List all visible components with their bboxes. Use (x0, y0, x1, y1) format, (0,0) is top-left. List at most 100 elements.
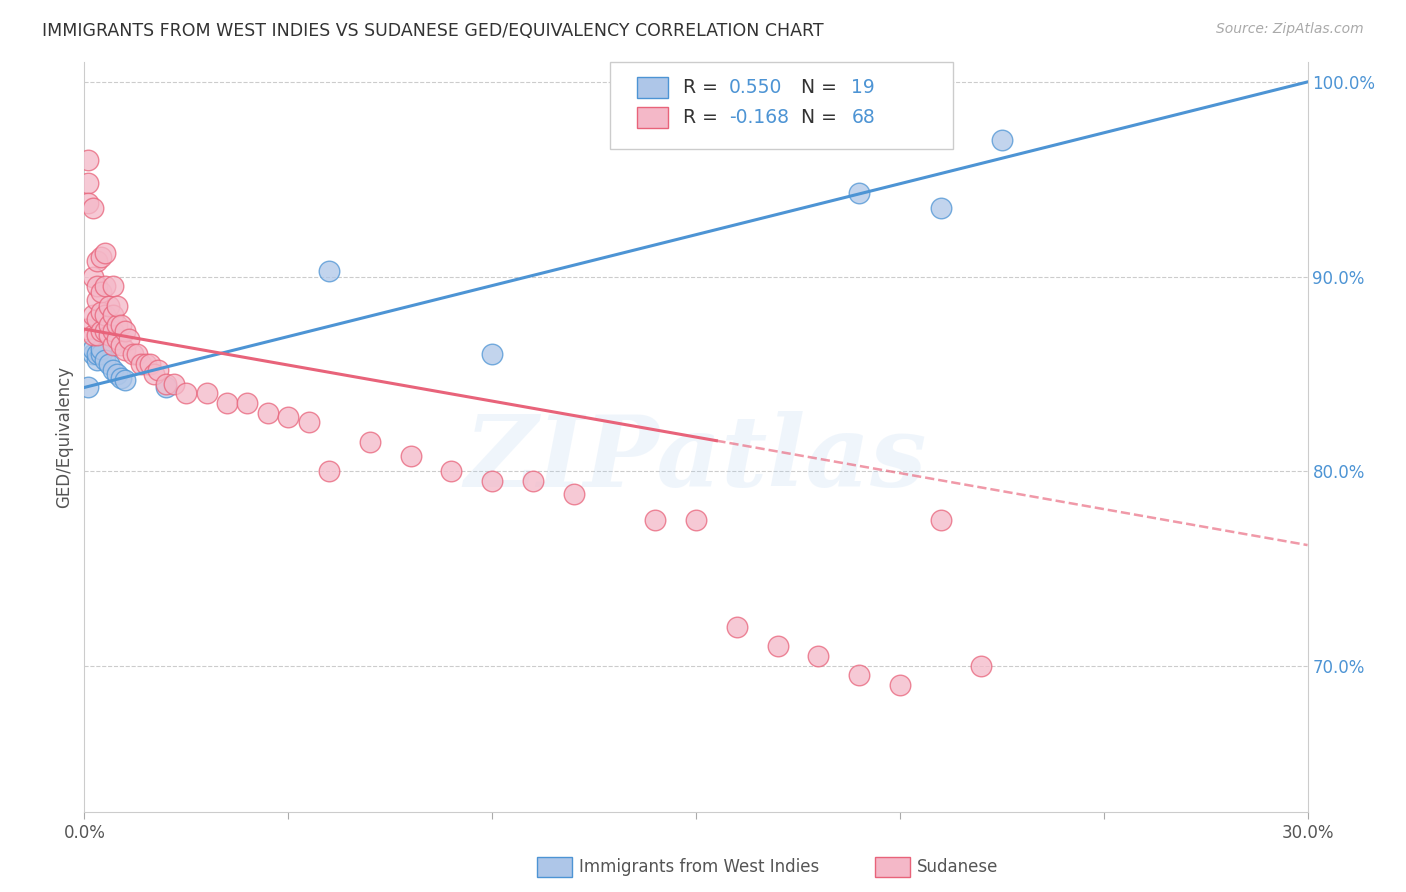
Point (991, 133, 1014, 147)
Point (97, 318, 120, 333)
Point (86, 279, 108, 293)
Text: Source: ZipAtlas.com: Source: ZipAtlas.com (1216, 22, 1364, 37)
Point (82, 327, 104, 342)
Point (93, 353, 115, 368)
Point (848, 668, 870, 682)
Point (110, 370, 132, 384)
Point (766, 640, 789, 654)
Point (110, 318, 132, 333)
Point (122, 347, 145, 361)
Point (155, 380, 177, 394)
Point (155, 376, 177, 391)
Point (93, 279, 115, 293)
Point (929, 513, 952, 527)
Point (236, 396, 259, 410)
Point (114, 324, 136, 338)
Point (217, 396, 239, 410)
Point (105, 332, 128, 346)
Text: N =: N = (783, 78, 842, 96)
Point (127, 347, 149, 361)
Point (90, 304, 112, 318)
Point (399, 449, 422, 463)
Point (97, 299, 120, 313)
Point (97, 357, 120, 371)
Point (90, 324, 112, 338)
Point (77, 176, 100, 190)
Point (105, 367, 128, 381)
Point (77, 195, 100, 210)
Point (82, 342, 104, 356)
FancyBboxPatch shape (637, 77, 668, 97)
Point (101, 279, 124, 293)
Text: Sudanese: Sudanese (917, 858, 998, 876)
Text: 19: 19 (851, 78, 875, 96)
Point (725, 620, 748, 634)
Point (146, 363, 169, 377)
Point (77, 380, 100, 394)
Point (929, 202, 952, 216)
Point (807, 648, 830, 663)
Point (86, 254, 108, 268)
Point (114, 373, 136, 387)
Point (481, 474, 503, 488)
Text: ZIPatlas: ZIPatlas (465, 411, 927, 508)
Text: R =: R = (682, 108, 724, 127)
Point (101, 337, 124, 351)
Point (105, 299, 128, 313)
Point (93, 324, 115, 338)
Point (82, 202, 104, 216)
FancyBboxPatch shape (610, 62, 953, 149)
Point (114, 343, 136, 358)
Point (86, 312, 108, 326)
Text: 0.550: 0.550 (728, 78, 782, 96)
Text: 68: 68 (851, 108, 875, 127)
Point (105, 318, 128, 333)
Text: N =: N = (783, 108, 842, 127)
Text: Immigrants from West Indies: Immigrants from West Indies (579, 858, 820, 876)
Point (644, 513, 666, 527)
Point (562, 487, 585, 501)
Point (889, 678, 911, 692)
Text: R =: R = (682, 78, 724, 96)
Point (685, 513, 707, 527)
Point (277, 409, 299, 424)
Point (257, 406, 280, 420)
Point (90, 250, 112, 264)
Text: IMMIGRANTS FROM WEST INDIES VS SUDANESE GED/EQUIVALENCY CORRELATION CHART: IMMIGRANTS FROM WEST INDIES VS SUDANESE … (42, 22, 824, 40)
Point (118, 332, 141, 346)
Point (318, 464, 340, 478)
Point (90, 342, 112, 356)
Point (86, 347, 108, 361)
Point (138, 357, 160, 371)
Point (522, 474, 544, 488)
Point (86, 327, 108, 342)
Point (101, 324, 124, 338)
FancyBboxPatch shape (637, 107, 668, 128)
Point (77, 153, 100, 167)
Point (174, 386, 197, 401)
Point (93, 309, 115, 323)
Point (82, 347, 104, 361)
Point (93, 246, 115, 260)
Point (440, 464, 463, 478)
Point (142, 367, 165, 381)
Point (97, 327, 120, 342)
Point (848, 186, 870, 200)
Point (82, 309, 104, 323)
Y-axis label: GED/Equivalency: GED/Equivalency (55, 366, 73, 508)
Point (101, 309, 124, 323)
Point (90, 347, 112, 361)
Point (318, 263, 340, 277)
Point (86, 293, 108, 307)
Point (359, 434, 381, 449)
Point (298, 416, 321, 430)
Point (110, 337, 132, 351)
Point (90, 285, 112, 299)
Point (135, 357, 157, 371)
Point (131, 357, 153, 371)
Point (481, 347, 503, 361)
Point (101, 363, 124, 377)
Text: -0.168: -0.168 (728, 108, 789, 127)
Point (75, 322, 97, 336)
Point (970, 658, 993, 673)
